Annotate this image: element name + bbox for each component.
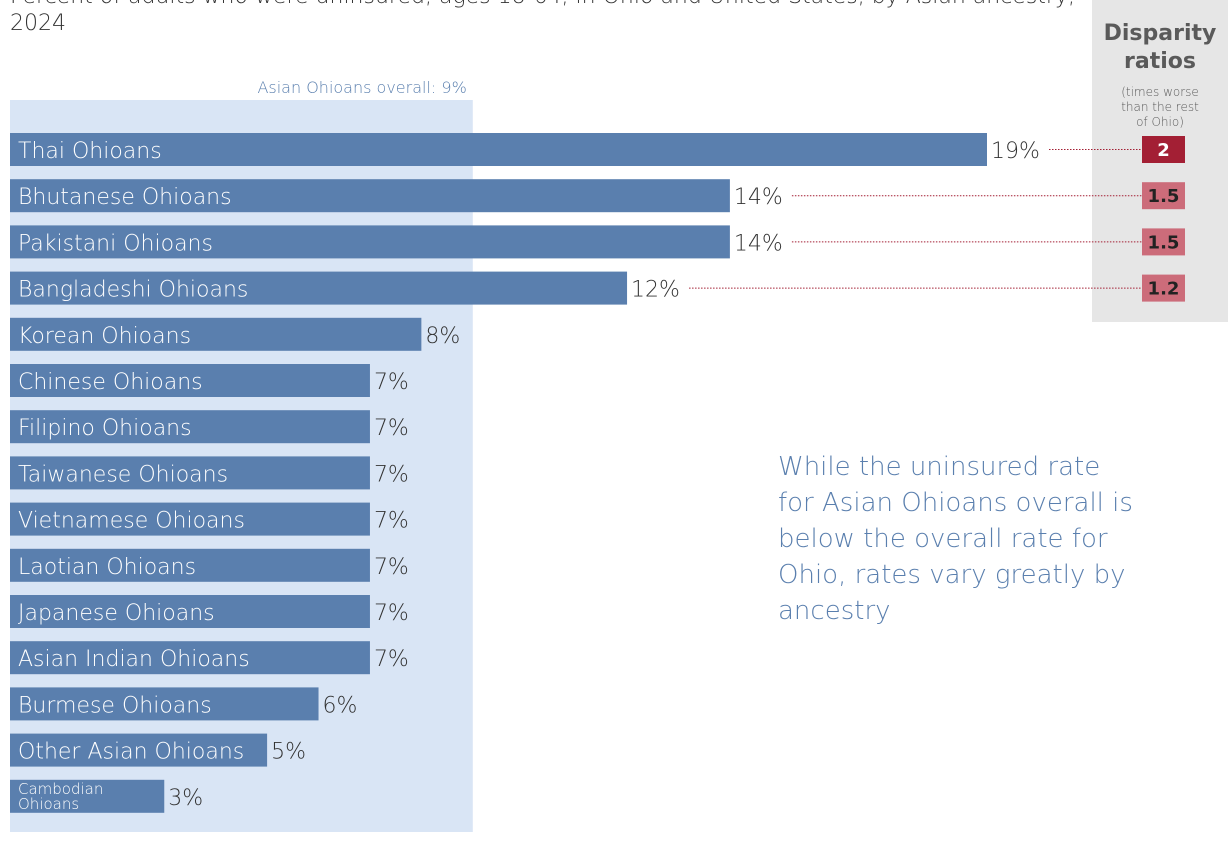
disparity-value: 1.5 <box>1148 232 1180 253</box>
title-line: 2024 <box>10 11 66 36</box>
bar-label: Bangladeshi Ohioans <box>18 278 248 303</box>
bar-label: Burmese Ohioans <box>18 693 212 718</box>
bars: Thai Ohioans 19% Bhutanese Ohioans 14% Pakis… <box>10 133 1040 813</box>
value-label: 7% <box>374 462 409 487</box>
bar-label: Thai Ohioans <box>18 139 162 164</box>
reference-label: Asian Ohioans overall: 9% <box>257 78 466 97</box>
bar <box>10 364 370 397</box>
bar <box>10 641 370 675</box>
bar-label: Taiwanese Ohioans <box>18 462 228 487</box>
bar-label: Japanese Ohioans <box>18 601 215 626</box>
bar <box>10 271 628 305</box>
value-label: 6% <box>323 693 358 718</box>
value-label: 8% <box>425 324 460 349</box>
annotation-line: ancestry <box>778 596 891 626</box>
annotation-line: for Asian Ohioans overall is <box>778 488 1133 518</box>
bar <box>10 687 319 721</box>
disparity-badge <box>1142 274 1185 302</box>
value-label: 14% <box>734 231 783 256</box>
bar-label: Chinese Ohioans <box>18 370 203 395</box>
bar <box>10 595 370 628</box>
annotation-line: While the uninsured rate <box>778 452 1100 482</box>
disparity-subtitle: (times worse <box>1121 85 1199 99</box>
value-label: 7% <box>374 601 409 626</box>
annotation: While the uninsured rate for Asian Ohioan… <box>778 452 1133 626</box>
bar <box>10 317 422 351</box>
disparity-value: 1.2 <box>1148 279 1180 300</box>
disparity-connectors <box>689 149 1142 289</box>
disparity-badge <box>1142 228 1185 256</box>
title-line: Percent of adults who were uninsured, ag… <box>10 0 1075 9</box>
disparity-title: ratios <box>1124 49 1196 74</box>
disparity-subtitle: of Ohio) <box>1136 115 1184 129</box>
value-label: 7% <box>374 555 409 580</box>
value-label: 7% <box>374 370 409 395</box>
disparity-subtitle: than the rest <box>1121 100 1199 114</box>
bar-label: Ohioans <box>18 795 79 813</box>
value-label: 14% <box>734 185 783 210</box>
bar-label: Filipino Ohioans <box>18 416 192 441</box>
bar <box>10 733 268 767</box>
bar-label: Pakistani Ohioans <box>18 231 213 256</box>
value-label: 19% <box>991 139 1040 164</box>
value-label: 3% <box>168 786 203 811</box>
annotation-line: below the overall rate for <box>778 524 1108 554</box>
bar <box>10 410 370 444</box>
bar <box>10 548 370 582</box>
disparity-value: 1.5 <box>1148 186 1180 207</box>
chart-title: Percent of adults who were uninsured, ag… <box>10 0 1075 36</box>
bar-label: Bhutanese Ohioans <box>18 185 232 210</box>
bar-label: Asian Indian Ohioans <box>18 647 250 672</box>
bar-label: Cambodian <box>18 780 103 798</box>
bar <box>10 179 730 213</box>
bar <box>10 779 165 813</box>
bar <box>10 133 987 166</box>
value-label: 7% <box>374 647 409 672</box>
disparity-badges: 2 1.5 1.5 1.2 <box>1142 136 1185 302</box>
annotation-line: Ohio, rates vary greatly by <box>778 560 1126 590</box>
bar <box>10 456 370 490</box>
value-label: 7% <box>374 416 409 441</box>
value-label: 5% <box>271 740 306 765</box>
bar-label: Laotian Ohioans <box>18 555 196 580</box>
value-label: 12% <box>631 278 680 303</box>
bar-label: Korean Ohioans <box>18 324 191 349</box>
disparity-value: 2 <box>1157 140 1170 161</box>
disparity-badge <box>1142 182 1185 210</box>
disparity-badge <box>1142 136 1185 163</box>
bar-label: Vietnamese Ohioans <box>18 509 245 534</box>
disparity-title: Disparity <box>1104 21 1217 46</box>
bar-label: Other Asian Ohioans <box>18 740 244 765</box>
value-label: 7% <box>374 509 409 534</box>
bar <box>10 502 370 536</box>
bar <box>10 225 730 259</box>
